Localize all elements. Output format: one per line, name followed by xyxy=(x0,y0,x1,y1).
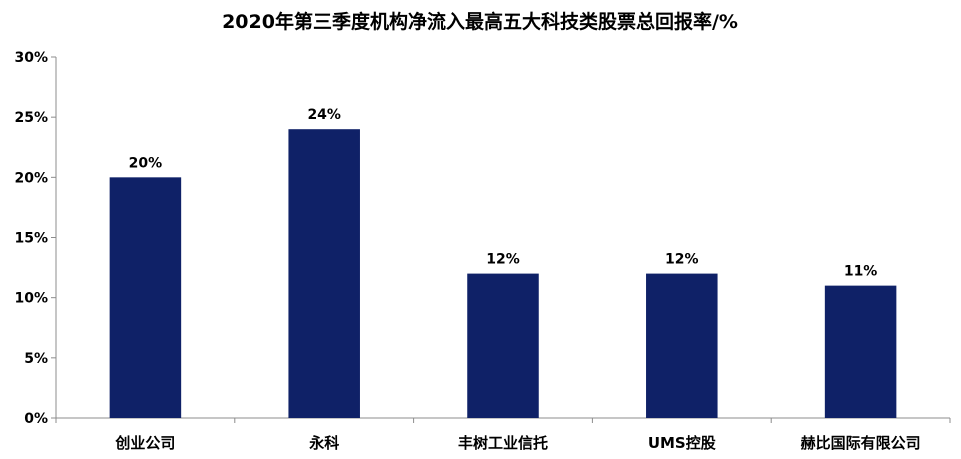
bars xyxy=(109,129,897,418)
bar xyxy=(288,129,360,418)
bar xyxy=(467,273,539,418)
chart-title: 2020年第三季度机构净流入最高五大科技类股票总回报率/% xyxy=(222,10,738,33)
y-tick-label: 10% xyxy=(14,291,48,307)
x-tick-label: 丰树工业信托 xyxy=(458,434,548,452)
bar xyxy=(646,273,718,418)
data-label: 20% xyxy=(129,155,163,171)
y-tick-label: 20% xyxy=(14,170,48,186)
data-label: 12% xyxy=(486,252,520,268)
x-tick-label: 赫比国际有限公司 xyxy=(801,434,921,452)
x-axis: 创业公司 永科 丰树工业信托 UMS控股 赫比国际有限公司 xyxy=(55,417,951,452)
data-label: 24% xyxy=(307,107,341,123)
y-tick-label: 30% xyxy=(14,50,48,66)
bar xyxy=(824,285,897,418)
x-tick-label: 创业公司 xyxy=(114,434,175,452)
y-tick-label: 5% xyxy=(24,351,48,367)
data-labels: 20% 24% 12% 12% 11% xyxy=(129,107,878,279)
x-tick-label: UMS控股 xyxy=(648,434,717,452)
y-tick-label: 15% xyxy=(14,231,48,247)
y-tick-label: 0% xyxy=(24,411,48,427)
data-label: 12% xyxy=(665,252,699,268)
bar xyxy=(109,177,182,418)
y-tick-label: 25% xyxy=(14,110,48,126)
y-axis: 0% 5% 10% 15% 20% 25% 30% xyxy=(14,50,57,427)
x-tick-label: 永科 xyxy=(308,434,339,452)
data-label: 11% xyxy=(844,264,878,280)
